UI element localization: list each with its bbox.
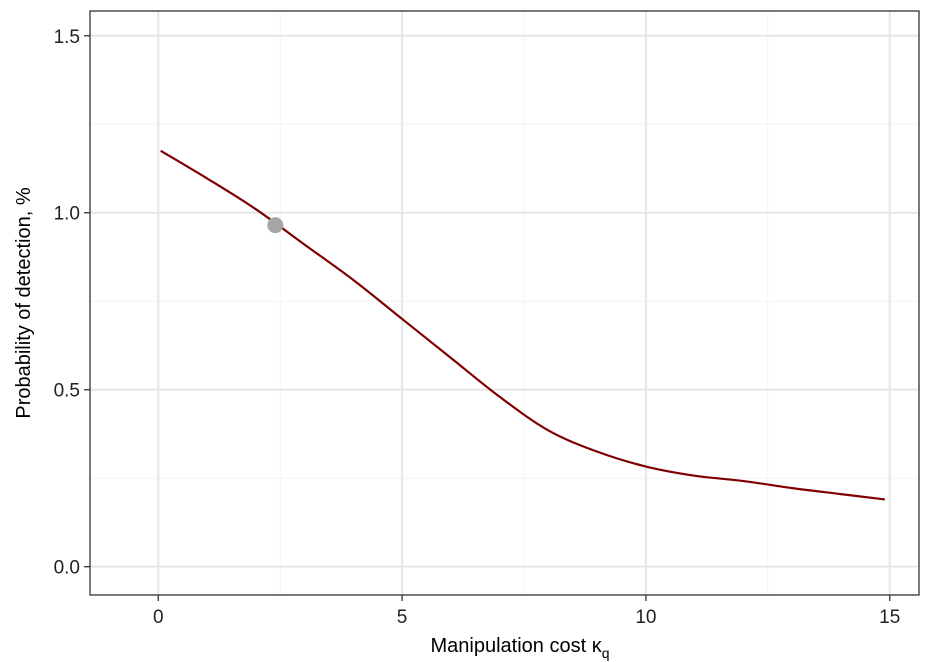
y-tick-label: 0.5 [54, 381, 80, 402]
x-tick-label: 10 [635, 607, 656, 628]
x-tick-label: 5 [397, 607, 408, 628]
y-tick-label: 0.0 [54, 558, 80, 579]
x-axis: 0 5 10 15 [153, 595, 900, 628]
x-axis-title-subscript: q [602, 645, 610, 661]
x-tick-label: 0 [153, 607, 164, 628]
y-tick-label: 1.5 [54, 27, 80, 48]
y-axis-title: Probability of detection, % [13, 187, 35, 418]
point-layer [267, 217, 284, 234]
grid [90, 11, 919, 595]
y-axis: 0.0 0.5 1.0 1.5 [54, 27, 90, 579]
plot-panel-border [89, 10, 920, 596]
x-axis-title: Manipulation cost κq [431, 635, 610, 661]
x-tick-label: 15 [879, 607, 900, 628]
highlight-point [267, 217, 284, 234]
y-tick-label: 1.0 [54, 204, 80, 225]
x-axis-title-main: Manipulation cost κ [431, 635, 603, 657]
